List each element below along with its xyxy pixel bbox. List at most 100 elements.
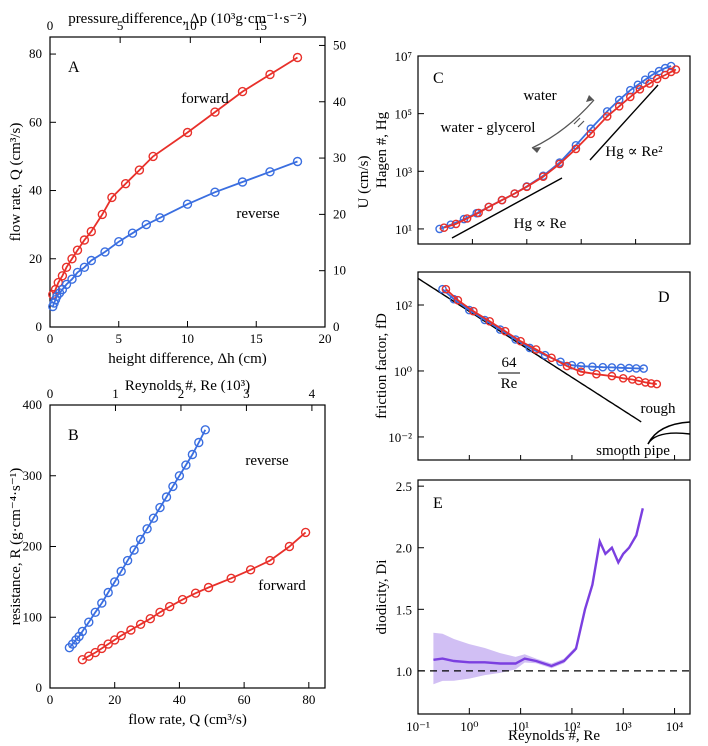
panel-b-forward-point-14 [203,582,214,593]
panel-b-reverse-point-14 [142,524,152,534]
panel-a-righttick-label-4: 40 [333,94,346,109]
panel-b-reverse-point-23 [200,425,211,435]
panel-d-reverse-line [441,288,644,370]
panel-d-ytick-label-1: 10⁰ [394,364,412,379]
panel-b-xtick-label-0: 0 [47,692,54,707]
panel-a-letter: A [68,59,80,76]
panel-a-righttick-label-0: 0 [333,319,340,334]
panel-d-letter: D [658,289,670,306]
panel-b-ytick-label-4: 400 [23,397,43,412]
panel-c-forward-point-10 [571,144,581,154]
panel-b-ytick-label-0: 0 [36,680,43,695]
panel-b-reverse-point-15 [148,513,159,523]
panel-d-forward-point-8 [562,361,572,371]
panel-a-annotation-forward: forward [181,91,229,107]
panel-d-annotation-re: Re [501,376,518,392]
panel-d-ytick-label-0: 10⁻² [388,430,412,445]
panel-e-diodicity-line [433,508,644,668]
panel-b-forward-point-8 [135,619,146,629]
panel-d-forward-point-5 [516,336,525,346]
panel-a-toptick-label-0: 0 [47,18,54,33]
panel-c-forward-point-13 [614,102,624,111]
panel-a-ylabel: flow rate, Q (cm³/s) [8,123,24,242]
panel-a-forward-point-13 [148,151,158,162]
panel-a-ytick-label-2: 40 [29,183,42,198]
panel-c-forward-point-5 [497,195,507,205]
panel-c-reverse-point-15 [633,80,643,90]
panel-b-reverse-point-11 [122,555,133,566]
panel-a-forward-point-17 [265,69,275,80]
panel-b-annotation-reverse: reverse [245,453,289,469]
panel-c-forward-point-1 [451,219,461,229]
panel-b-reverse-point-17 [161,492,172,502]
panel-b-reverse-line [68,429,207,649]
panel-a-reverse-point-17 [210,187,220,197]
panel-a-reverse-point-8 [72,267,83,278]
panel-c-forward-point-2 [462,214,472,223]
panel-b-reverse-point-5 [84,617,94,627]
panel-e-letter: E [433,495,443,512]
panel-c-ytick-label-3: 10⁷ [394,49,412,64]
panel-a-righttick-label-3: 30 [333,150,346,165]
panel-b-reverse-point-18 [168,481,178,492]
panel-b-reverse-point-12 [129,545,139,555]
panel-a-forward-point-15 [210,107,220,117]
panel-c-guide-re2 [589,84,659,161]
panel-d-forward-point-11 [607,371,617,381]
panel-a-annotation-reverse: reverse [236,206,280,222]
panel-a-reverse-point-14 [141,219,152,230]
panel-a-forward-point-4 [61,262,72,272]
panel-a-reverse-point-10 [86,255,97,266]
panel-b-top-xlabel: Reynolds #, Re (10³) [125,378,250,394]
panel-a-reverse-point-11 [100,247,110,257]
panel-e-xlabel: Reynolds #, Re [508,728,600,744]
panel-a-reverse-point-9 [79,262,90,272]
panel-b-reverse-point-20 [181,460,191,470]
panel-d-forward-point-0 [441,284,451,294]
panel-c-ytick-label-1: 10³ [395,164,412,179]
panel-d-reverse-point-11 [588,362,597,372]
panel-d-forward-point-6 [531,345,541,354]
panel-b-forward-point-5 [109,635,120,645]
panel-b-xtick-label-1: 20 [108,692,121,707]
panel-c-annotation-hg-re: Hg ∝ Re [514,216,567,232]
panel-c-arrow-head-left [532,147,541,153]
panel-b-toptick-label-1: 1 [112,386,119,401]
panel-d-forward-point-17 [652,379,662,389]
panel-c-forward-point-20 [671,65,681,74]
panel-b-ytick-label-1: 100 [23,609,43,624]
panel-a-reverse-point-6 [61,279,72,290]
panel-e-xtick-label-3: 10² [563,719,580,734]
panel-b-reverse-point-4 [77,626,88,637]
panel-a-righttick-label-1: 10 [333,263,346,278]
panel-b-forward-point-13 [190,588,201,598]
panel-a-forward-point-7 [79,235,90,245]
panel-b-reverse-point-10 [116,566,126,576]
panel-a-reverse-point-20 [292,156,303,167]
panel-a-forward-point-16 [237,86,248,97]
panel-b-toptick-label-4: 4 [309,386,316,401]
panel-b-letter: B [68,427,79,444]
panel-b-forward-line [81,531,307,661]
panel-d-forward-point-12 [618,373,628,383]
panel-a-forward-point-14 [182,127,193,138]
panel-d-reverse-point-14 [616,363,626,373]
panel-d-forward-point-9 [576,367,586,377]
panel-a-reverse-point-19 [265,167,275,177]
panel-e-uncertainty-band [433,632,576,685]
panel-e-xtick-label-0: 10⁻¹ [406,719,430,734]
panel-b-toptick-label-3: 3 [243,386,250,401]
panel-b-forward-point-6 [116,630,126,641]
panel-b-toptick-label-2: 2 [178,386,185,401]
panel-b-ytick-label-3: 300 [23,468,43,483]
panel-a-forward-point-10 [107,192,117,203]
panel-d-laminar-line [417,277,642,423]
panel-a-reverse-line [51,160,298,307]
panel-d-reverse-point-13 [607,363,617,372]
panel-a-ytick-label-0: 0 [36,319,43,334]
panel-e-xtick-label-2: 10¹ [512,719,529,734]
panel-a-forward-point-8 [86,226,97,237]
panel-e-xtick-label-4: 10³ [615,719,632,734]
panel-b-xtick-label-4: 80 [302,692,315,707]
panel-b-ylabel: resistance, R (g·cm⁻⁴·s⁻¹) [8,468,24,626]
